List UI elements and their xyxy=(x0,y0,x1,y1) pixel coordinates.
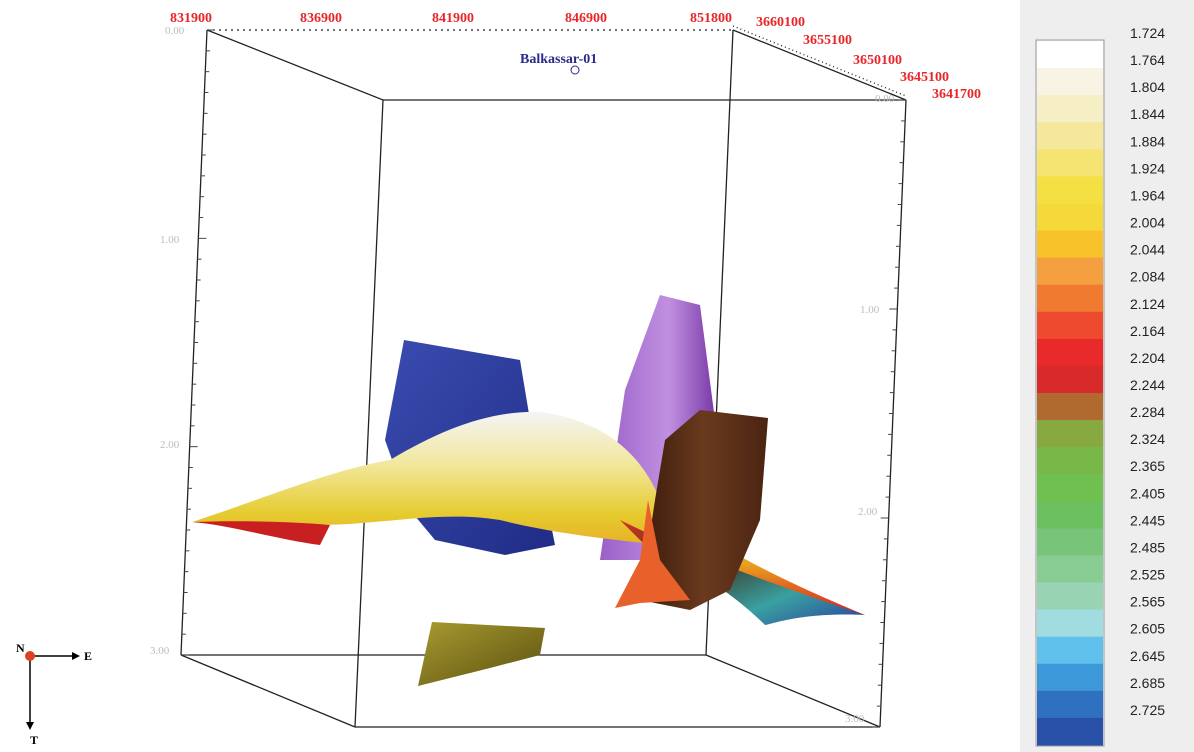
legend-swatch xyxy=(1037,203,1103,232)
legend-label: 2.445 xyxy=(1130,512,1165,528)
legend-label: 2.004 xyxy=(1130,215,1165,231)
legend-swatch xyxy=(1037,501,1103,529)
legend-label: 2.485 xyxy=(1130,539,1165,555)
compass-north: N xyxy=(16,641,25,655)
legend-swatch xyxy=(1037,636,1103,665)
x-axis-label: 841900 xyxy=(432,11,474,26)
y-axis-label: 3655100 xyxy=(803,33,852,48)
legend-label: 1.884 xyxy=(1130,133,1165,149)
depth-label: 3.00 xyxy=(150,645,170,657)
y-axis-label: 3660100 xyxy=(756,15,805,30)
legend-swatch xyxy=(1037,717,1103,746)
legend-swatch xyxy=(1037,690,1103,719)
depth-label: 1.00 xyxy=(860,304,880,316)
legend-swatch xyxy=(1037,474,1103,502)
legend-swatch xyxy=(1037,338,1103,367)
legend-label: 1.764 xyxy=(1130,52,1165,68)
legend-swatch xyxy=(1037,230,1103,259)
legend-swatch xyxy=(1037,528,1103,556)
legend-label: 2.725 xyxy=(1130,702,1165,718)
legend-label: 1.804 xyxy=(1130,79,1165,95)
legend-label: 2.605 xyxy=(1130,621,1165,637)
compass-east: E xyxy=(84,649,92,663)
legend-swatch xyxy=(1037,284,1103,313)
legend-label: 2.284 xyxy=(1130,404,1165,420)
legend-label: 2.164 xyxy=(1130,323,1165,339)
legend-swatch xyxy=(1037,68,1103,96)
depth-label: 0.00 xyxy=(165,25,185,37)
depth-label: 3.00 xyxy=(845,713,865,725)
x-axis-label: 831900 xyxy=(170,11,212,26)
x-axis-label: 851800 xyxy=(690,11,732,26)
legend-label: 2.124 xyxy=(1130,296,1165,312)
x-axis-label: 846900 xyxy=(565,11,607,26)
well-marker xyxy=(570,65,580,75)
legend-swatch xyxy=(1037,149,1103,177)
legend-frame xyxy=(1035,39,1105,747)
depth-label: 0.00 xyxy=(875,93,895,105)
legend-label: 2.405 xyxy=(1130,485,1165,501)
well-name: Balkassar-01 xyxy=(520,52,597,67)
legend-swatch xyxy=(1037,122,1103,150)
depth-label: 2.00 xyxy=(858,506,878,518)
legend-label: 1.844 xyxy=(1130,106,1165,122)
legend-label: 2.244 xyxy=(1130,377,1165,393)
legend-swatch xyxy=(1037,609,1103,638)
legend-swatch xyxy=(1037,582,1103,611)
legend-swatch xyxy=(1037,176,1103,204)
legend-label: 2.685 xyxy=(1130,675,1165,691)
legend-label: 2.204 xyxy=(1130,350,1165,366)
legend-label: 1.724 xyxy=(1130,25,1165,41)
depth-label: 1.00 xyxy=(160,234,180,246)
y-axis-label: 3645100 xyxy=(900,70,949,85)
legend-swatch xyxy=(1037,555,1103,584)
depth-label: 2.00 xyxy=(160,439,180,451)
legend-swatch xyxy=(1037,365,1103,394)
legend-swatch xyxy=(1037,420,1103,448)
legend-swatch xyxy=(1037,393,1103,421)
legend-label: 2.324 xyxy=(1130,431,1165,447)
legend-swatch xyxy=(1037,447,1103,475)
y-axis-label: 3650100 xyxy=(853,53,902,68)
legend-label: 2.084 xyxy=(1130,269,1165,285)
legend-label: 2.365 xyxy=(1130,458,1165,474)
compass-down: T xyxy=(30,733,38,747)
legend-label: 2.525 xyxy=(1130,567,1165,583)
legend-label: 1.964 xyxy=(1130,187,1165,203)
legend-swatch xyxy=(1037,41,1103,69)
legend-label: 2.565 xyxy=(1130,594,1165,610)
legend-swatch xyxy=(1037,257,1103,286)
legend-swatch xyxy=(1037,95,1103,123)
legend-label: 2.044 xyxy=(1130,242,1165,258)
compass: N E T xyxy=(16,641,92,747)
horizon-surfaces xyxy=(192,295,865,686)
x-axis-label: 836900 xyxy=(300,11,342,26)
legend-label: 2.645 xyxy=(1130,648,1165,664)
legend-swatch xyxy=(1037,311,1103,340)
bounding-box xyxy=(180,25,907,728)
legend-label: 1.924 xyxy=(1130,160,1165,176)
legend-swatch xyxy=(1037,663,1103,692)
y-axis-label: 3641700 xyxy=(932,87,981,102)
